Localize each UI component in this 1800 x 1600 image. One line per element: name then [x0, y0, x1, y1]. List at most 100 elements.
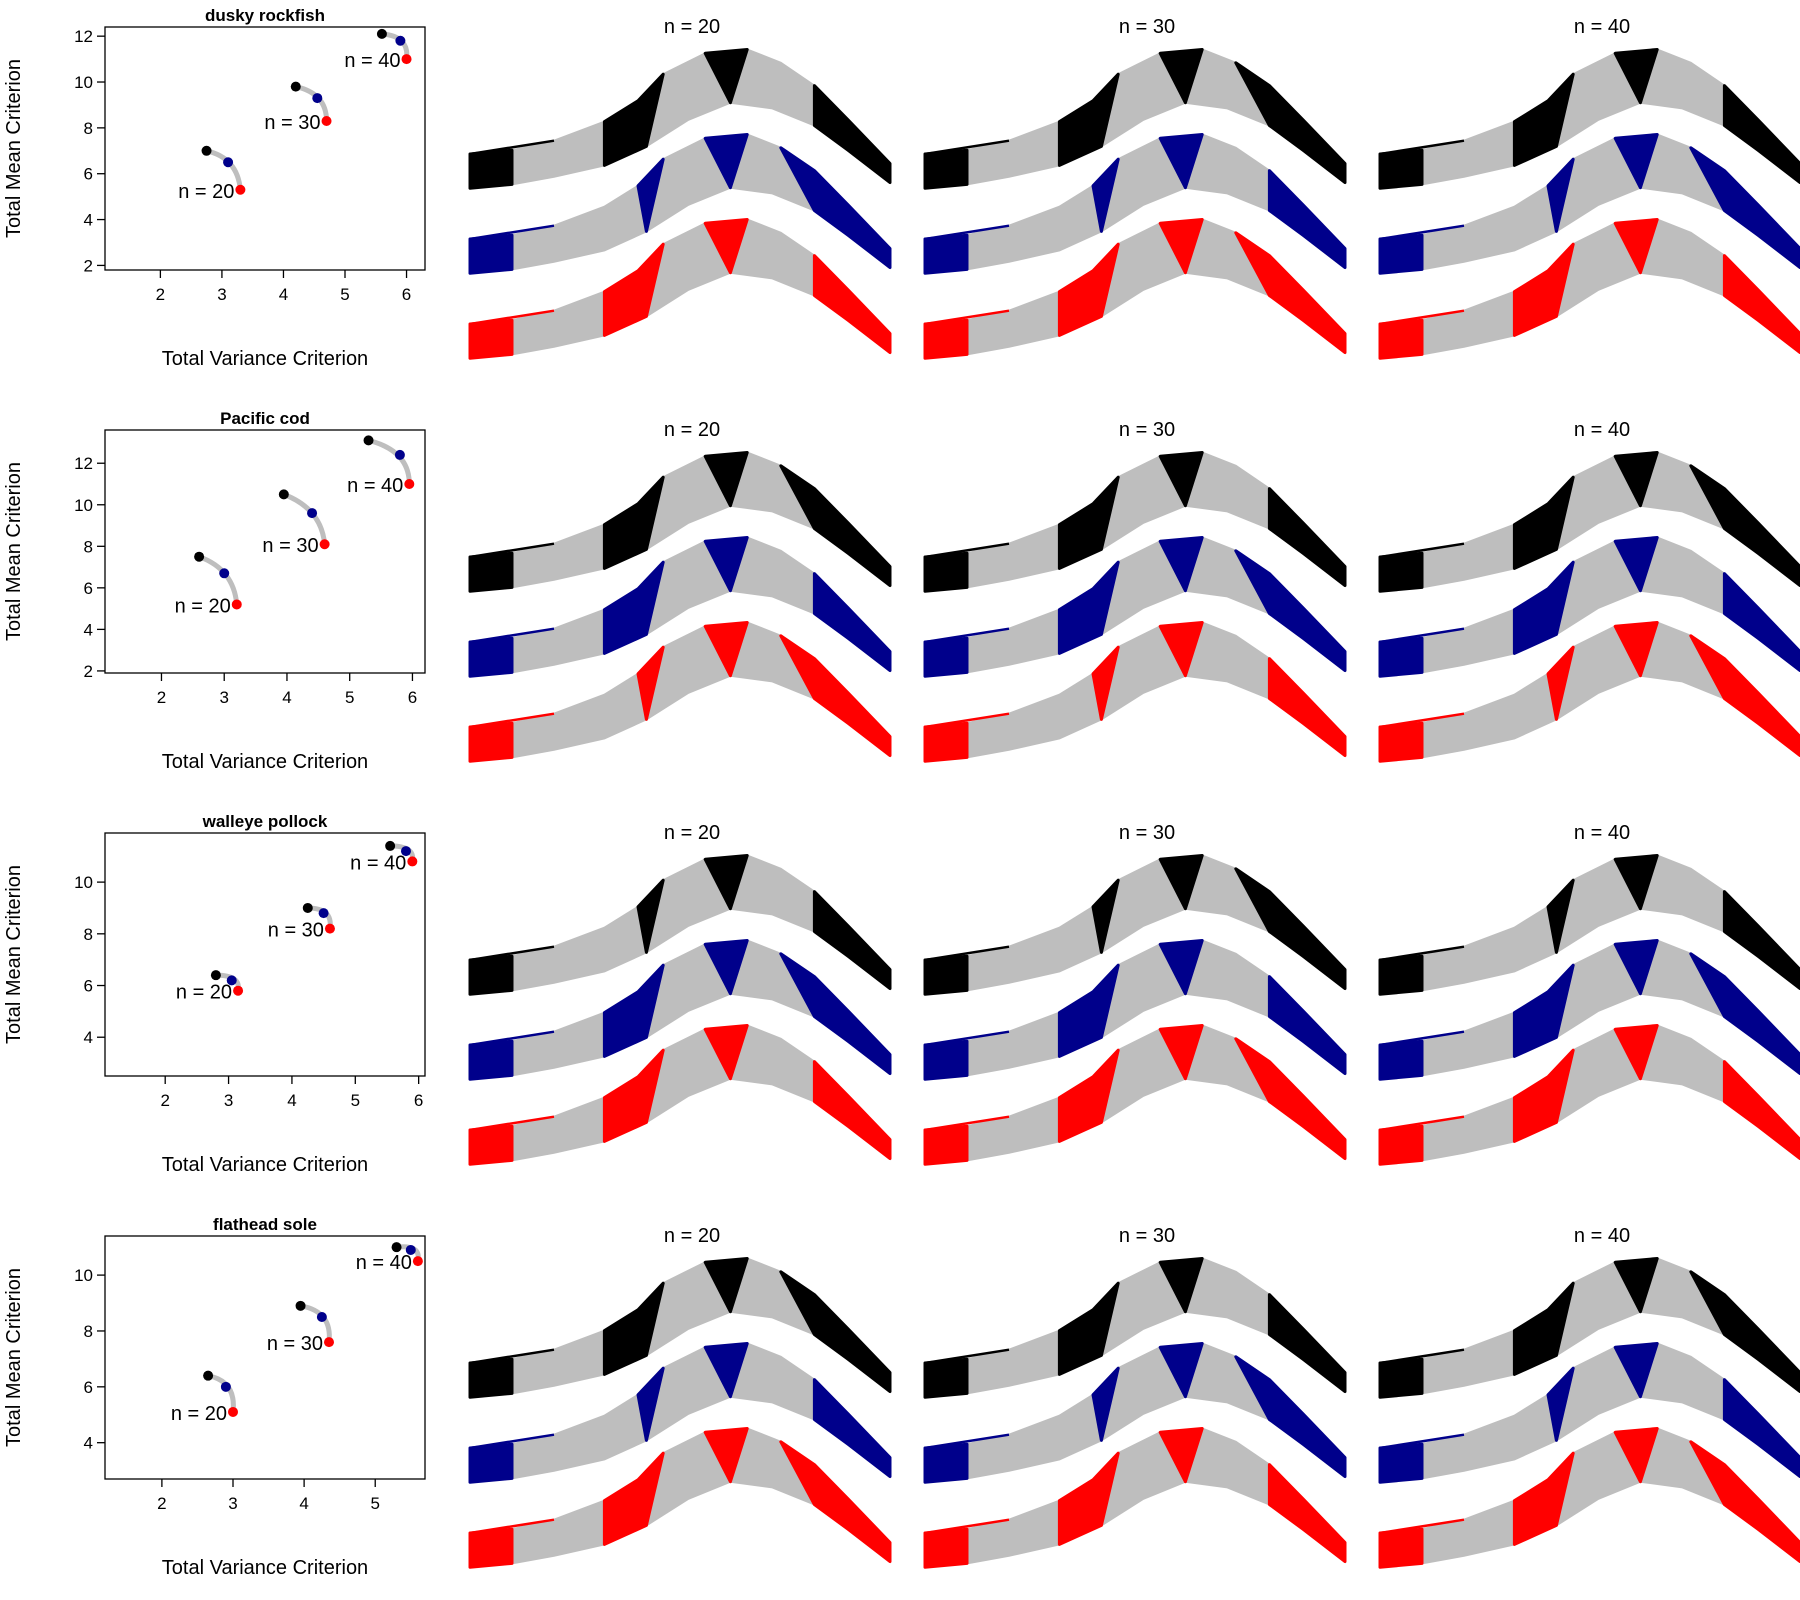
map-stratum-blue — [1722, 572, 1800, 672]
y-tick-label: 4 — [84, 211, 93, 230]
map-stratum-black — [468, 551, 514, 593]
map-stratum-black — [1378, 551, 1424, 593]
map-stratum-blue — [1234, 549, 1347, 672]
data-point — [401, 54, 412, 65]
group-label: n = 30 — [267, 1333, 323, 1355]
group-label: n = 40 — [347, 475, 403, 497]
map-coast-red — [924, 1518, 1010, 1535]
map-stratum-red — [812, 1060, 892, 1160]
map-stratum-red — [602, 242, 665, 337]
map-stratum-red — [1267, 657, 1347, 757]
map-stratum-red — [779, 1440, 892, 1563]
map-stratum-red — [468, 721, 514, 763]
y-tick-label: 8 — [84, 537, 93, 556]
map-stratum-red — [1057, 1451, 1120, 1546]
map-stratum-black — [923, 954, 969, 996]
map-stratum-black — [636, 878, 665, 954]
map-stratum-blue — [923, 233, 969, 275]
map-stratum-blue — [1158, 939, 1204, 996]
map-stratum-blue — [1613, 536, 1659, 593]
map-stratum-blue — [1512, 560, 1575, 655]
map-stratum-blue — [468, 1442, 514, 1484]
map-stratum-blue — [703, 536, 749, 593]
map-stratum-blue — [602, 560, 665, 655]
map-stratum-black — [1613, 48, 1659, 105]
map-stratum-black — [602, 72, 665, 167]
y-tick-label: 6 — [84, 579, 93, 598]
map-stratum-blue — [1158, 1342, 1204, 1399]
map-stratum-black — [703, 451, 749, 508]
plot-frame — [104, 1235, 426, 1480]
data-point — [235, 184, 246, 195]
map-coast-red — [1379, 309, 1465, 326]
x-axis-title: Total Variance Criterion — [162, 1154, 368, 1176]
map-stratum-red — [1512, 1451, 1575, 1546]
map-stratum-black — [1512, 1281, 1575, 1376]
group-label: n = 30 — [268, 920, 324, 942]
x-tick-label: 2 — [157, 1494, 166, 1513]
species-row-0: dusky rockfish 2 3 4 5 6 2 4 6 8 10 12 Total Varianc… — [3, 6, 1800, 370]
map-domain-black — [1379, 854, 1800, 996]
map-stratum-red — [1158, 1024, 1204, 1081]
map-coast-black — [924, 945, 1010, 962]
map-stratum-blue — [1267, 975, 1347, 1075]
map-stratum-blue — [1267, 169, 1347, 269]
data-point — [385, 840, 396, 851]
data-point — [278, 489, 289, 500]
map-stratum-red — [923, 721, 969, 763]
data-point — [194, 551, 205, 562]
map-stratum-red — [1613, 621, 1659, 678]
data-point — [220, 1381, 231, 1392]
map-stratum-red — [468, 1124, 514, 1166]
group-label: n = 40 — [344, 50, 400, 72]
map-stratum-blue — [468, 233, 514, 275]
map-stratum-red — [1722, 1060, 1800, 1160]
x-tick-label: 3 — [219, 688, 228, 707]
map-stratum-red — [779, 634, 892, 757]
map-coast-blue — [1379, 224, 1465, 241]
map-coast-blue — [469, 1030, 555, 1047]
map-stratum-black — [1267, 1293, 1347, 1393]
map-stratum-blue — [1689, 952, 1800, 1075]
map-stratum-red — [1158, 621, 1204, 678]
map-stratum-red — [1378, 721, 1424, 763]
y-tick-label: 12 — [74, 27, 93, 46]
map-coast-red — [469, 1518, 555, 1535]
map-stratum-black — [1613, 1257, 1659, 1314]
map-stratum-black — [1613, 854, 1659, 911]
map-stratum-blue — [1378, 636, 1424, 678]
map-coast-black — [1379, 945, 1465, 962]
x-tick-label: 4 — [287, 1091, 296, 1110]
map-stratum-blue — [812, 1378, 892, 1478]
y-tick-label: 8 — [84, 119, 93, 138]
map-stratum-black — [923, 148, 969, 190]
y-tick-label: 4 — [84, 1434, 93, 1453]
data-point — [307, 508, 318, 519]
map-stratum-black — [779, 1270, 892, 1393]
map-coast-black — [469, 542, 555, 559]
map-coast-red — [469, 309, 555, 326]
map-stratum-red — [1512, 242, 1575, 337]
map-stratum-red — [703, 621, 749, 678]
map-stratum-black — [1378, 954, 1424, 996]
map-stratum-red — [468, 318, 514, 360]
map-stratum-red — [602, 1451, 665, 1546]
data-point — [219, 568, 230, 579]
map-stratum-black — [468, 954, 514, 996]
map-coast-blue — [1379, 1030, 1465, 1047]
map-stratum-blue — [779, 952, 892, 1075]
x-tick-label: 2 — [160, 1091, 169, 1110]
map-stratum-red — [1378, 1124, 1424, 1166]
panel-title: Pacific cod — [220, 409, 310, 428]
data-point — [391, 1242, 402, 1253]
panel-title: dusky rockfish — [205, 6, 325, 25]
data-point — [363, 435, 374, 446]
data-point — [228, 1406, 238, 1417]
map-stratum-red — [1267, 1463, 1347, 1563]
map-stratum-blue — [1378, 233, 1424, 275]
species-row-1: Pacific cod 2 3 4 5 6 2 4 6 8 10 12 Total Variance C… — [3, 409, 1800, 773]
map-stratum-black — [1158, 451, 1204, 508]
map-stratum-red — [468, 1527, 514, 1569]
map-stratum-blue — [923, 1442, 969, 1484]
map-stratum-red — [923, 318, 969, 360]
